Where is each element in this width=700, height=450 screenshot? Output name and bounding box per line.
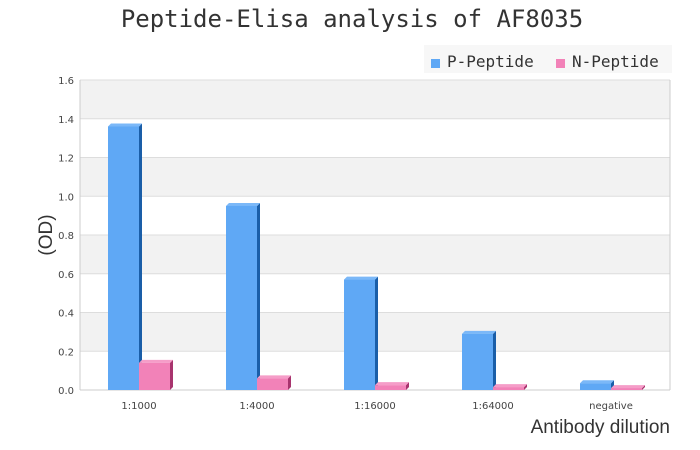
x-tick-label: 1:4000 <box>239 401 274 412</box>
bar-n-peptide-negative <box>611 385 645 390</box>
bar-front <box>257 378 288 390</box>
grid-band <box>80 235 670 274</box>
x-tick-label: 1:16000 <box>354 401 396 412</box>
bar-top <box>462 330 496 334</box>
bar-p-peptide-1:16000 <box>344 276 378 390</box>
bar-side <box>170 359 173 390</box>
bar-n-peptide-1:64000 <box>493 384 527 390</box>
bar-n-peptide-1:1000 <box>139 359 173 390</box>
grid-band <box>80 196 670 235</box>
legend-swatch-n-peptide <box>556 59 565 68</box>
bar-side <box>375 276 378 390</box>
x-axis-label: Antibody dilution <box>531 417 670 438</box>
bar-top <box>375 382 409 386</box>
bar-n-peptide-1:16000 <box>375 382 409 390</box>
bar-top <box>108 123 142 127</box>
x-tick-label: 1:1000 <box>121 401 156 412</box>
bar-side <box>642 385 645 390</box>
legend-n-peptide: N-Peptide <box>572 52 659 71</box>
y-tick-label: 0.2 <box>58 347 74 358</box>
bar-front <box>462 333 493 390</box>
bar-side <box>493 330 496 390</box>
legend-swatch-p-peptide <box>431 59 440 68</box>
bar-top <box>580 380 614 384</box>
y-tick-label: 0.4 <box>58 309 74 320</box>
y-tick-label: 1.2 <box>58 154 74 165</box>
bar-top <box>611 385 645 389</box>
bar-front <box>226 205 257 390</box>
bar-side <box>406 382 409 390</box>
bar-side <box>257 202 260 390</box>
y-tick-label: 0.6 <box>58 270 74 281</box>
bar-n-peptide-1:4000 <box>257 375 291 390</box>
bar-top <box>226 202 260 206</box>
bar-side <box>288 375 291 390</box>
y-tick-label: 1.4 <box>58 115 74 126</box>
bar-p-peptide-1:4000 <box>226 202 260 390</box>
bar-side <box>524 384 527 390</box>
y-tick-label: 0.0 <box>58 386 74 397</box>
legend-box <box>424 45 672 73</box>
bar-side <box>139 123 142 390</box>
x-tick-label: 1:64000 <box>472 401 514 412</box>
grid-band <box>80 157 670 197</box>
y-tick-label: 1.0 <box>58 192 74 203</box>
grid-band <box>80 118 670 158</box>
bar-top <box>493 384 527 388</box>
bar-front <box>611 388 642 390</box>
bar-front <box>139 362 170 390</box>
bar-front <box>344 279 375 390</box>
bar-front <box>580 383 611 390</box>
legend-p-peptide: P-Peptide <box>447 52 534 71</box>
bar-front <box>493 387 524 390</box>
y-axis-label: (OD) <box>36 214 57 255</box>
bar-top <box>257 375 291 379</box>
bar-front <box>375 385 406 390</box>
bar-p-peptide-1:64000 <box>462 330 496 390</box>
y-tick-label: 0.8 <box>58 231 74 242</box>
bar-top <box>344 276 378 280</box>
y-tick-label: 1.6 <box>58 76 74 87</box>
x-tick-label: negative <box>589 401 633 412</box>
grid-band <box>80 80 670 119</box>
bar-front <box>108 126 139 390</box>
bar-p-peptide-negative <box>580 380 614 390</box>
chart-title: Peptide-Elisa analysis of AF8035 <box>121 5 583 33</box>
bar-p-peptide-1:1000 <box>108 123 142 390</box>
bar-top <box>139 359 173 363</box>
